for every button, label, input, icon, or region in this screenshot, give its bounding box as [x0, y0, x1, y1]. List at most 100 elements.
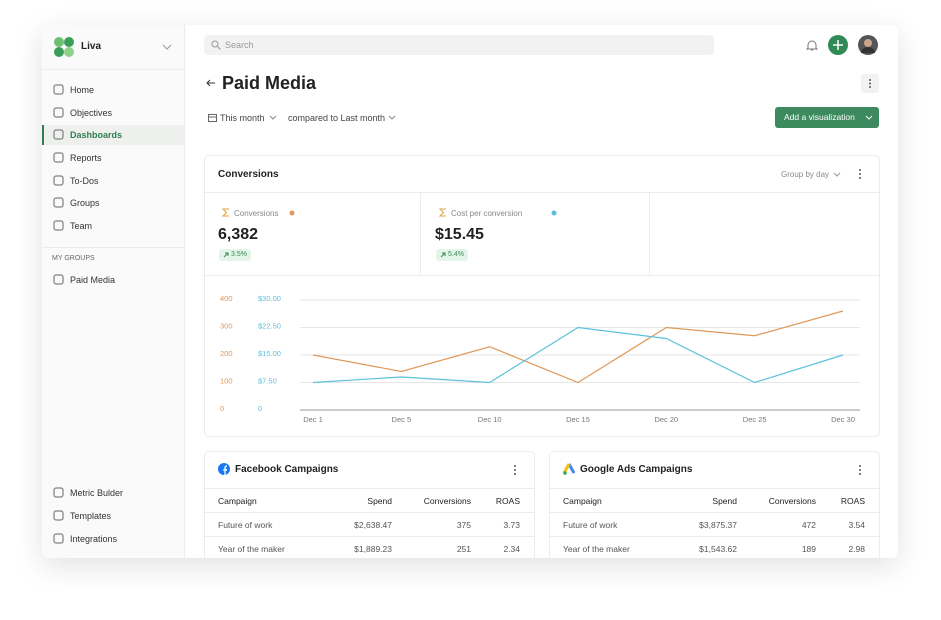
icon-shape [53, 510, 64, 521]
add-visualization-button[interactable]: Add a visualization [775, 107, 879, 128]
series-line [312, 310, 844, 384]
nav-label: Metric Bulder [70, 488, 124, 498]
icon-shape [53, 533, 64, 544]
nav-item[interactable]: Groups [42, 193, 184, 213]
cell-text: Year of the maker [563, 544, 630, 554]
y2-tick-label: 0 [258, 404, 262, 413]
cell-number: 3.54 [848, 520, 865, 530]
logo [54, 37, 74, 57]
y-tick-label: 0 [220, 404, 224, 413]
period-select[interactable]: This month [220, 113, 265, 123]
cell-text: Future of work [563, 520, 618, 530]
nav-item[interactable]: Reports [42, 148, 184, 168]
icon-shape [53, 197, 64, 208]
nav-item[interactable]: Team [42, 216, 184, 236]
icon-shape [53, 84, 64, 95]
chevron [833, 172, 841, 177]
kpi-change-value: 3.5% [231, 251, 247, 258]
table-header: Campaign Spend Conversions ROAS [205, 488, 534, 513]
group-label: Paid Media [70, 275, 116, 285]
arrow-shape [223, 252, 229, 258]
cell-number: $1,889.23 [354, 544, 392, 554]
y2-tick-label: $7.50 [258, 377, 277, 386]
dot [514, 465, 516, 467]
nav-icon [53, 175, 64, 186]
footer-nav-item[interactable]: Integrations [42, 529, 184, 549]
table-row: Future of work $3,875.37 472 3.54 [550, 512, 879, 537]
search-bar[interactable]: Search [204, 35, 714, 55]
dots-icon[interactable] [857, 464, 863, 476]
table-title: Facebook Campaigns [235, 464, 339, 475]
y-tick-label: 100 [220, 377, 233, 386]
card-title: Conversions [218, 169, 279, 180]
footer-nav-item[interactable]: Metric Bulder [42, 483, 184, 503]
x-tick-label: Dec 1 [303, 415, 323, 424]
table-row: Year of the maker $1,543.62 189 2.98 [550, 536, 879, 558]
nav-label: Dashboards [70, 130, 123, 140]
nav-item[interactable]: Dashboards [42, 125, 184, 145]
workspace-name[interactable]: Liva [81, 41, 102, 52]
cell-number: $1,543.62 [699, 544, 737, 554]
chevron[interactable] [162, 43, 172, 51]
nav-label: Groups [70, 198, 100, 208]
y2-tick-label: $15.00 [258, 349, 281, 358]
arrow-shape [440, 252, 446, 258]
icon-shape [53, 152, 64, 163]
dot [514, 473, 516, 475]
series-line [312, 326, 844, 384]
sigma-icon [439, 208, 446, 217]
icon-shape [53, 107, 64, 118]
nav-icon [53, 487, 64, 498]
cell-number: 189 [801, 544, 816, 554]
cell-text: Campaign [218, 496, 257, 506]
x-tick-label: Dec 5 [392, 415, 412, 424]
nav-icon [53, 152, 64, 163]
cell-number: $2,638.47 [354, 520, 392, 530]
cell-number: $3,875.37 [699, 520, 737, 530]
sigma-icon [222, 208, 229, 217]
dot [859, 469, 861, 471]
y-tick-label: 400 [220, 294, 233, 303]
cell-number: 375 [456, 520, 471, 530]
nav-label: Home [70, 85, 95, 95]
nav-item[interactable]: Objectives [42, 103, 184, 123]
bell-icon[interactable] [806, 39, 818, 52]
nav-icon [53, 84, 64, 95]
cell-number: ROAS [495, 496, 520, 506]
y-tick-label: 300 [220, 322, 233, 331]
search-icon [211, 40, 221, 50]
group-by-select[interactable]: Group by day [781, 170, 830, 179]
more-button[interactable] [861, 74, 879, 93]
back-arrow[interactable] [206, 78, 216, 88]
cell-text: Year of the maker [218, 544, 285, 554]
kpi-change: 5.4% [436, 249, 468, 261]
brand-icon [563, 463, 575, 475]
cell-number: Spend [712, 496, 737, 506]
sigma-shape [222, 208, 229, 217]
nav-icon [53, 510, 64, 521]
nav-label: Objectives [70, 108, 113, 118]
cell-text: Campaign [563, 496, 602, 506]
legend-dot [289, 210, 295, 216]
nav-icon [53, 107, 64, 118]
calendar-icon [208, 114, 217, 122]
comparison-select[interactable]: compared to Last month [288, 113, 386, 123]
dots-icon[interactable] [512, 464, 518, 476]
y2-tick-label: $22.50 [258, 322, 281, 331]
nav-label: Templates [70, 511, 112, 521]
footer-nav-item[interactable]: Templates [42, 506, 184, 526]
group-item[interactable]: Paid Media [42, 270, 184, 290]
section-heading: MY GROUPS [52, 255, 95, 262]
divider [649, 193, 650, 276]
table-header: Campaign Spend Conversions ROAS [550, 488, 879, 513]
chevron [269, 115, 277, 120]
nav-item[interactable]: To-Dos [42, 171, 184, 191]
add-button[interactable] [828, 35, 848, 55]
kpi-change-value: 5.4% [448, 251, 464, 258]
dots-icon[interactable] [857, 168, 863, 180]
divider [42, 69, 184, 70]
page-title: Paid Media [222, 73, 317, 93]
avatar[interactable] [858, 35, 878, 55]
nav-item[interactable]: Home [42, 80, 184, 100]
cell-number: 472 [801, 520, 816, 530]
